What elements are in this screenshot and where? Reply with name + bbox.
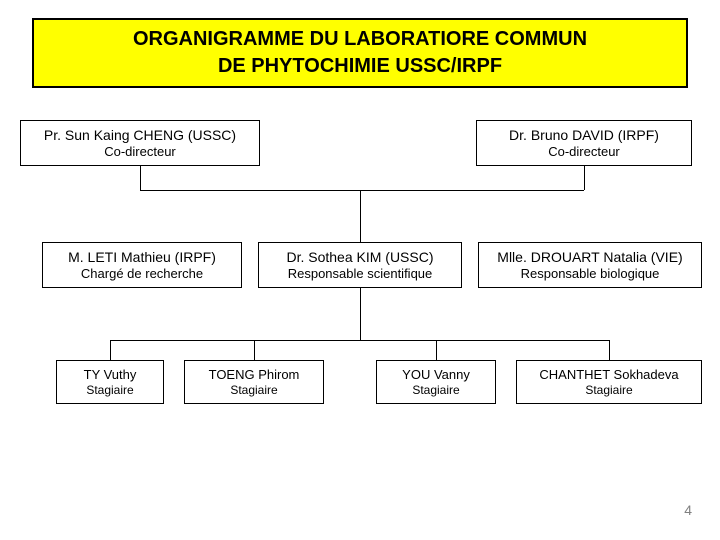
node-director-left: Pr. Sun Kaing CHENG (USSC) Co-directeur (20, 120, 260, 166)
person-role: Stagiaire (585, 383, 632, 397)
node-intern-1: TY Vuthy Stagiaire (56, 360, 164, 404)
person-role: Responsable biologique (521, 266, 660, 282)
person-role: Co-directeur (104, 144, 176, 160)
connector-line (609, 340, 610, 360)
person-role: Responsable scientifique (288, 266, 433, 282)
connector-line (254, 340, 255, 360)
person-name: M. LETI Mathieu (IRPF) (68, 249, 216, 266)
node-mid-left: M. LETI Mathieu (IRPF) Chargé de recherc… (42, 242, 242, 288)
connector-line (110, 340, 111, 360)
node-mid-right: Mlle. DROUART Natalia (VIE) Responsable … (478, 242, 702, 288)
connector-line (360, 288, 361, 340)
person-role: Stagiaire (230, 383, 277, 397)
connector-line (360, 190, 361, 242)
node-mid-center: Dr. Sothea KIM (USSC) Responsable scient… (258, 242, 462, 288)
connector-line (140, 166, 141, 190)
person-name: Dr. Bruno DAVID (IRPF) (509, 127, 659, 144)
person-name: TOENG Phirom (209, 367, 300, 383)
title-line-1: ORGANIGRAMME DU LABORATIORE COMMUN (133, 26, 587, 53)
connector-line (110, 340, 609, 341)
page-number: 4 (684, 502, 692, 518)
node-intern-2: TOENG Phirom Stagiaire (184, 360, 324, 404)
org-chart-title: ORGANIGRAMME DU LABORATIORE COMMUN DE PH… (32, 18, 688, 88)
person-role: Stagiaire (86, 383, 133, 397)
person-name: CHANTHET Sokhadeva (539, 367, 678, 383)
node-director-right: Dr. Bruno DAVID (IRPF) Co-directeur (476, 120, 692, 166)
node-intern-3: YOU Vanny Stagiaire (376, 360, 496, 404)
person-name: Dr. Sothea KIM (USSC) (286, 249, 433, 266)
person-role: Stagiaire (412, 383, 459, 397)
node-intern-4: CHANTHET Sokhadeva Stagiaire (516, 360, 702, 404)
person-role: Co-directeur (548, 144, 620, 160)
person-role: Chargé de recherche (81, 266, 203, 282)
person-name: TY Vuthy (84, 367, 137, 383)
connector-line (436, 340, 437, 360)
person-name: Mlle. DROUART Natalia (VIE) (497, 249, 682, 266)
connector-line (140, 190, 584, 191)
person-name: Pr. Sun Kaing CHENG (USSC) (44, 127, 236, 144)
title-line-2: DE PHYTOCHIMIE USSC/IRPF (218, 53, 502, 80)
person-name: YOU Vanny (402, 367, 470, 383)
connector-line (584, 166, 585, 190)
